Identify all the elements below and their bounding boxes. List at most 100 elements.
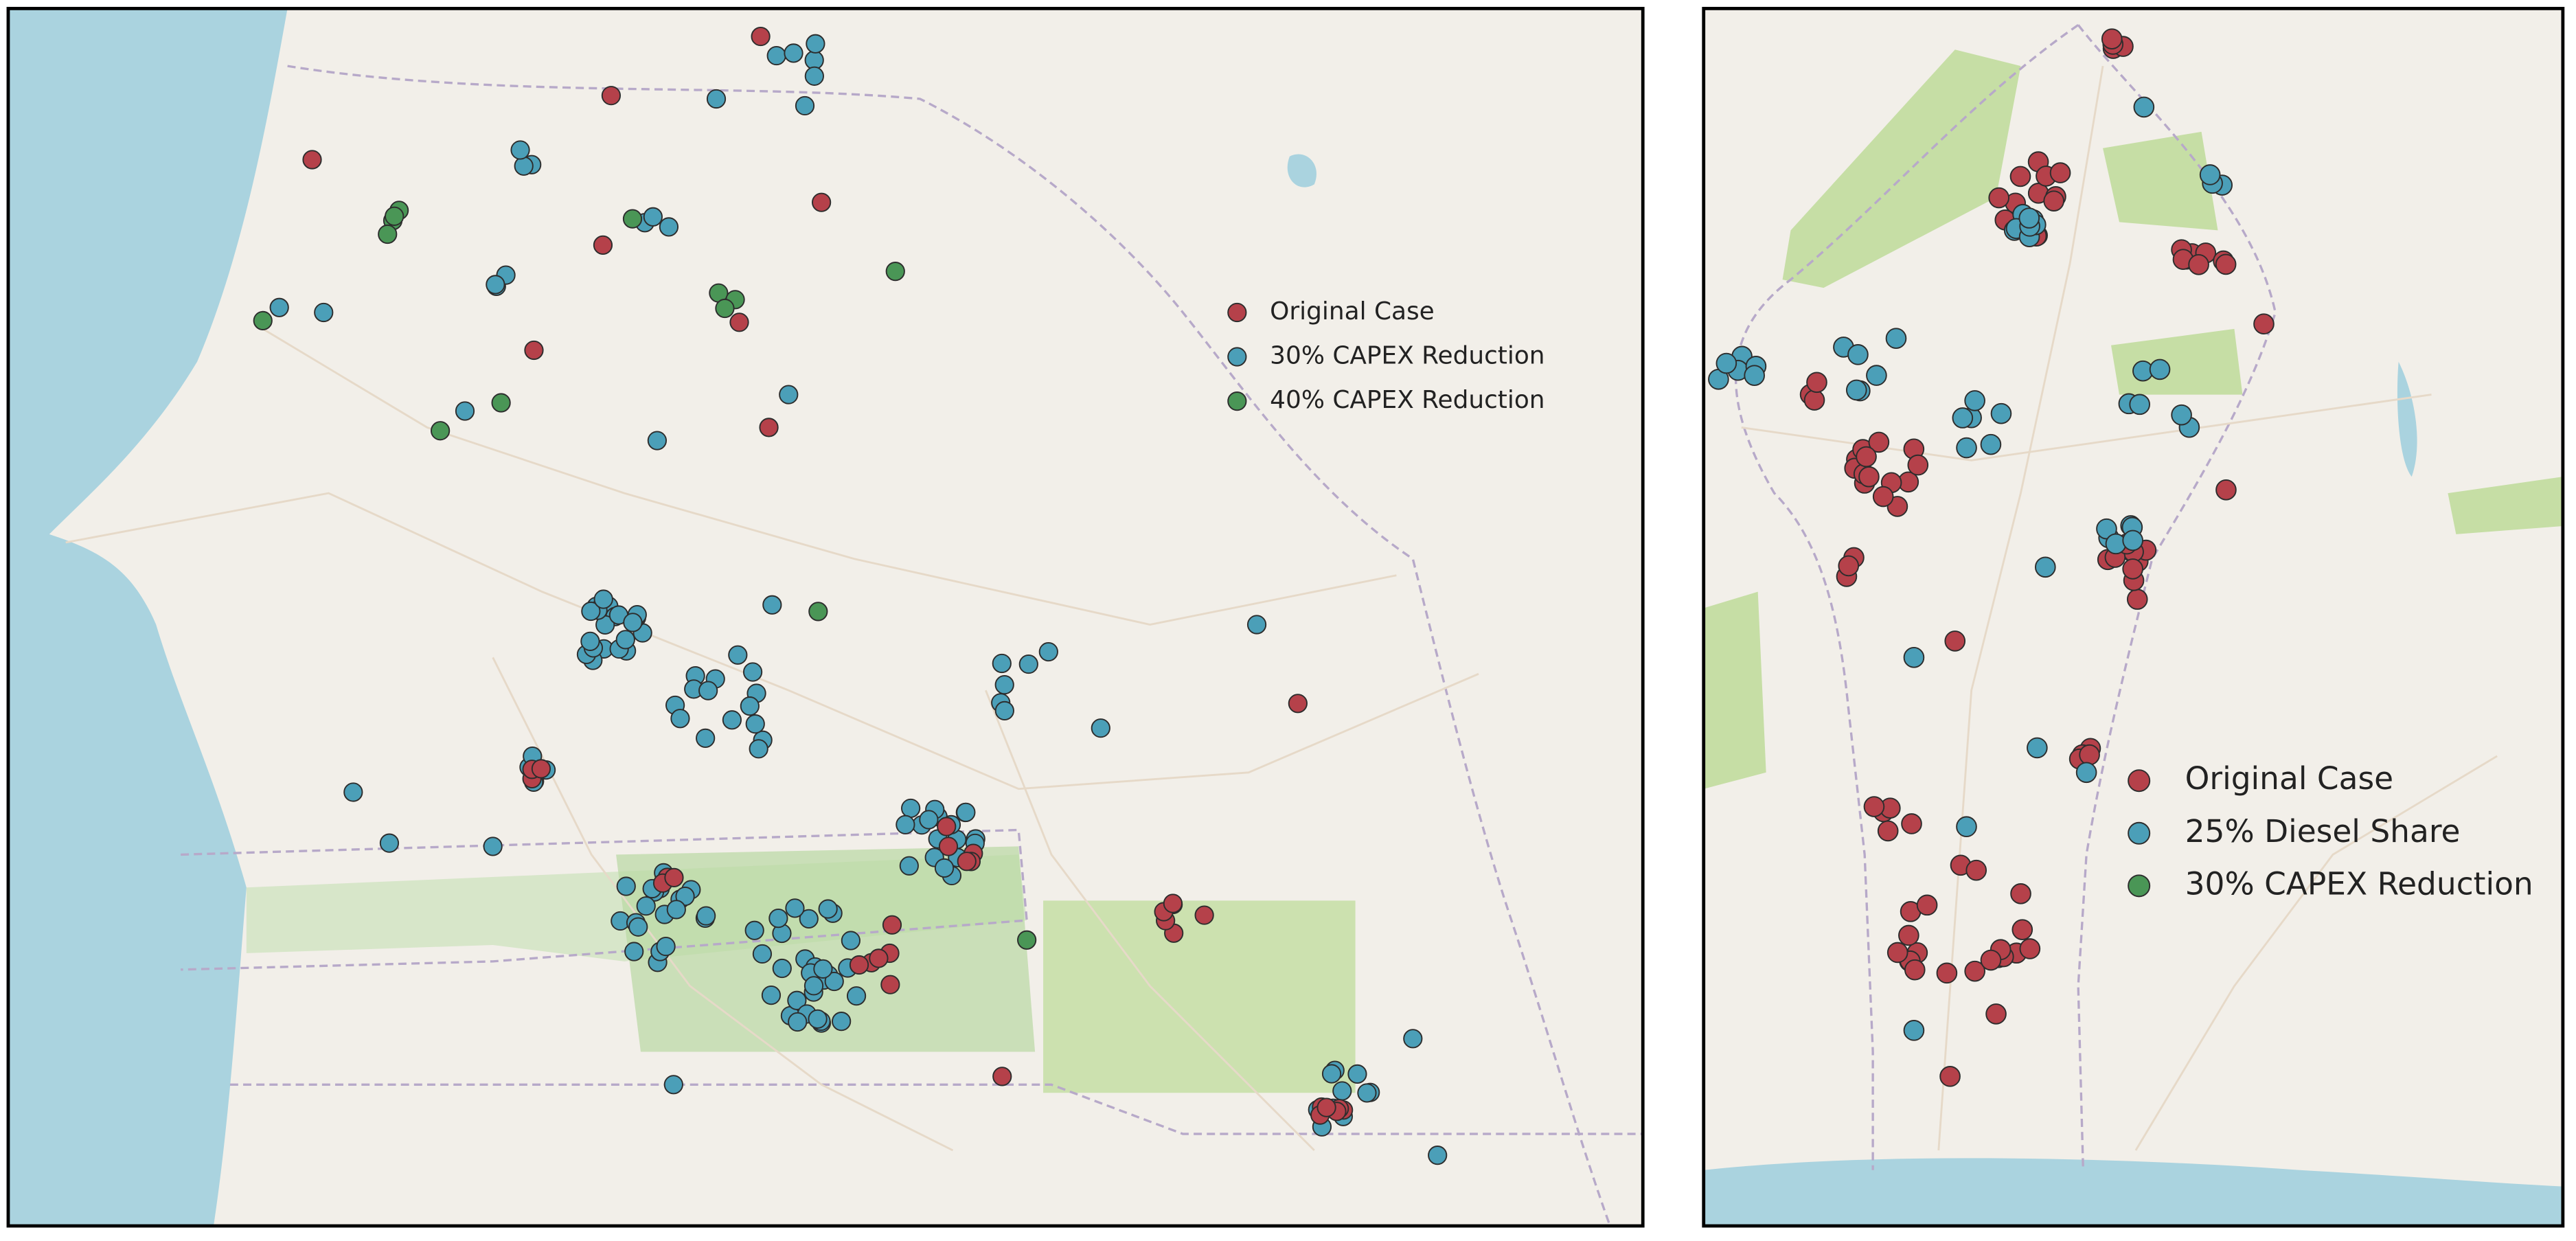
site-marker [1332,1081,1352,1101]
site-marker [1904,959,1926,981]
site-marker [759,418,779,437]
site-marker [813,959,833,979]
border [229,1083,1643,1135]
site-marker [616,876,636,896]
site-marker [745,714,765,734]
site-marker [659,217,679,237]
site-marker [1936,962,1958,984]
site-marker [483,836,503,856]
site-marker [253,310,273,331]
site-marker [622,209,643,229]
site-marker [1347,1064,1367,1084]
site-marker [880,975,900,994]
site-marker [2126,589,2148,610]
site-marker [2149,358,2171,380]
site-marker [744,920,764,940]
site-marker [785,898,805,918]
left-frame [6,7,1645,1228]
site-marker [849,955,869,975]
site-marker [2129,394,2150,415]
site-marker [698,681,718,701]
site-marker [1194,905,1214,925]
site-marker [531,759,551,779]
site-marker [1868,431,1890,453]
site-marker [2133,96,2155,118]
site-marker [1018,654,1038,674]
site-marker [647,431,668,451]
forest [616,846,1036,1052]
site-marker [762,595,782,615]
site-marker [1845,379,1867,401]
site-marker [885,262,905,282]
site-marker [784,43,803,63]
site-marker [992,653,1012,674]
site-marker [808,602,828,622]
site-marker [1901,813,1922,834]
site-marker [1863,796,1885,817]
site-marker [1017,930,1037,950]
site-marker [623,613,643,633]
site-marker [593,589,613,609]
site-marker [779,385,799,405]
site-marker [742,662,763,682]
site-marker [664,867,684,887]
site-marker [378,224,398,244]
lake [1287,154,1317,187]
site-marker [1965,859,1987,881]
site-marker [269,297,289,317]
site-marker [869,948,889,968]
site-marker [1357,1083,1377,1103]
site-marker [624,942,644,961]
site-marker [1321,1064,1342,1084]
park [2448,477,2563,534]
site-marker [1858,466,1880,488]
border [2077,24,2277,1170]
site-marker [1428,1146,1448,1165]
site-marker [1744,365,1765,387]
site-marker [696,906,716,926]
site-marker [670,709,690,729]
site-marker [343,782,363,802]
legend-label: 25% Diesel Share [2185,813,2461,850]
legend-label: Original Case [2185,760,2393,797]
site-marker [2215,253,2237,275]
site-marker [2027,737,2048,759]
site-marker [593,235,613,255]
site-marker [772,958,792,979]
site-marker [696,728,716,749]
sea [8,8,288,1227]
site-marker [1956,816,1977,838]
road [2134,755,2498,1151]
site-marker [2101,28,2123,50]
site-marker [581,601,601,622]
site-marker [1246,615,1267,635]
site-marker [486,275,505,295]
site-marker [994,674,1014,695]
border [181,828,1028,971]
site-marker [1903,1020,1925,1041]
site-marker [1877,820,1899,842]
site-marker [615,630,635,650]
site-marker [1317,1097,1336,1117]
legend-swatch [1227,347,1247,367]
site-marker [934,858,955,878]
site-marker [1716,352,1737,374]
site-marker [1980,949,2002,971]
sea [1703,1158,2563,1227]
right-map [1703,8,2563,1227]
site-marker [1898,924,1919,946]
site-marker [2215,479,2237,501]
site-marker [385,206,404,226]
site-marker [1038,641,1058,662]
site-marker [2075,762,2097,784]
site-marker [1956,437,1977,459]
legend-swatch [1227,391,1247,411]
site-marker [2011,919,2033,940]
site-marker [2171,404,2192,426]
site-marker [752,944,773,964]
site-marker [491,393,511,413]
legend-swatch [2128,769,2151,793]
legend-swatch [1227,302,1247,323]
site-marker [728,645,748,665]
